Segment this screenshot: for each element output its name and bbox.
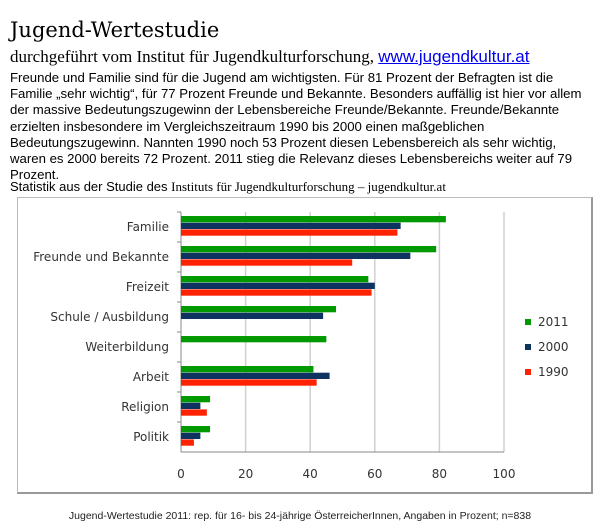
- bar-2011: [181, 246, 437, 253]
- source-prefix: Statistik aus der Studie des: [10, 179, 168, 194]
- x-tick-label: 0: [177, 467, 185, 481]
- legend-label: 2000: [538, 340, 569, 354]
- bar-2000: [181, 222, 401, 229]
- subtitle-text: durchgeführt vom Institut für Jugendkult…: [10, 47, 375, 66]
- bar-2011: [181, 216, 446, 223]
- legend-label: 1990: [538, 365, 569, 379]
- jugendkultur-link[interactable]: www.jugendkultur.at: [378, 47, 530, 66]
- legend-swatch-2000: [525, 344, 531, 350]
- bar-1990: [181, 439, 194, 446]
- chart-frame: 0 20 40 60 80 100 Familie Freunde und Bekannte F…: [17, 197, 593, 494]
- bar-2011: [181, 396, 211, 403]
- page-title: Jugend-Wertestudie: [10, 18, 220, 42]
- bar-2000: [181, 282, 375, 289]
- bar-2000: [181, 372, 330, 379]
- bar-2011: [181, 366, 314, 373]
- bar-2011: [181, 306, 337, 313]
- source-line: Statistik aus der Studie des Instituts f…: [10, 179, 446, 195]
- category-label: Schule / Ausbildung: [50, 310, 169, 324]
- x-tick-label: 100: [493, 467, 516, 481]
- x-tick-label: 20: [238, 467, 253, 481]
- chart-footnote: Jugend-Wertestudie 2011: rep. für 16- bi…: [68, 510, 532, 522]
- category-label: Familie: [127, 220, 169, 234]
- category-label: Politik: [133, 430, 169, 444]
- legend-swatch-1990: [525, 369, 531, 375]
- category-label: Religion: [121, 400, 169, 414]
- bar-2000: [181, 432, 201, 439]
- bar-1990: [181, 379, 317, 386]
- x-tick-label: 40: [303, 467, 318, 481]
- bar-chart: 0 20 40 60 80 100 Familie Freunde und Bekannte F…: [33, 211, 569, 481]
- bar-2000: [181, 402, 201, 409]
- legend-swatch-2011: [525, 319, 531, 325]
- category-label: Arbeit: [133, 370, 169, 384]
- bar-1990: [181, 289, 372, 296]
- bar-1990: [181, 409, 207, 416]
- bar-2011: [181, 276, 369, 283]
- subtitle: durchgeführt vom Institut für Jugendkult…: [10, 47, 529, 67]
- intro-paragraph: Freunde und Familie sind für die Jugend …: [10, 70, 582, 183]
- bar-2011: [181, 336, 327, 343]
- x-tick-label: 60: [367, 467, 382, 481]
- category-label: Freunde und Bekannte: [33, 250, 169, 264]
- bar-2000: [181, 312, 324, 319]
- category-label: Freizeit: [126, 280, 169, 294]
- bar-2011: [181, 426, 211, 433]
- bar-1990: [181, 229, 398, 236]
- category-label: Weiterbildung: [85, 340, 169, 354]
- source-rest: Instituts für Jugendkulturforschung – ju…: [171, 179, 446, 194]
- legend-label: 2011: [538, 315, 569, 329]
- bar-1990: [181, 259, 353, 266]
- bar-2000: [181, 252, 411, 259]
- x-tick-label: 80: [432, 467, 447, 481]
